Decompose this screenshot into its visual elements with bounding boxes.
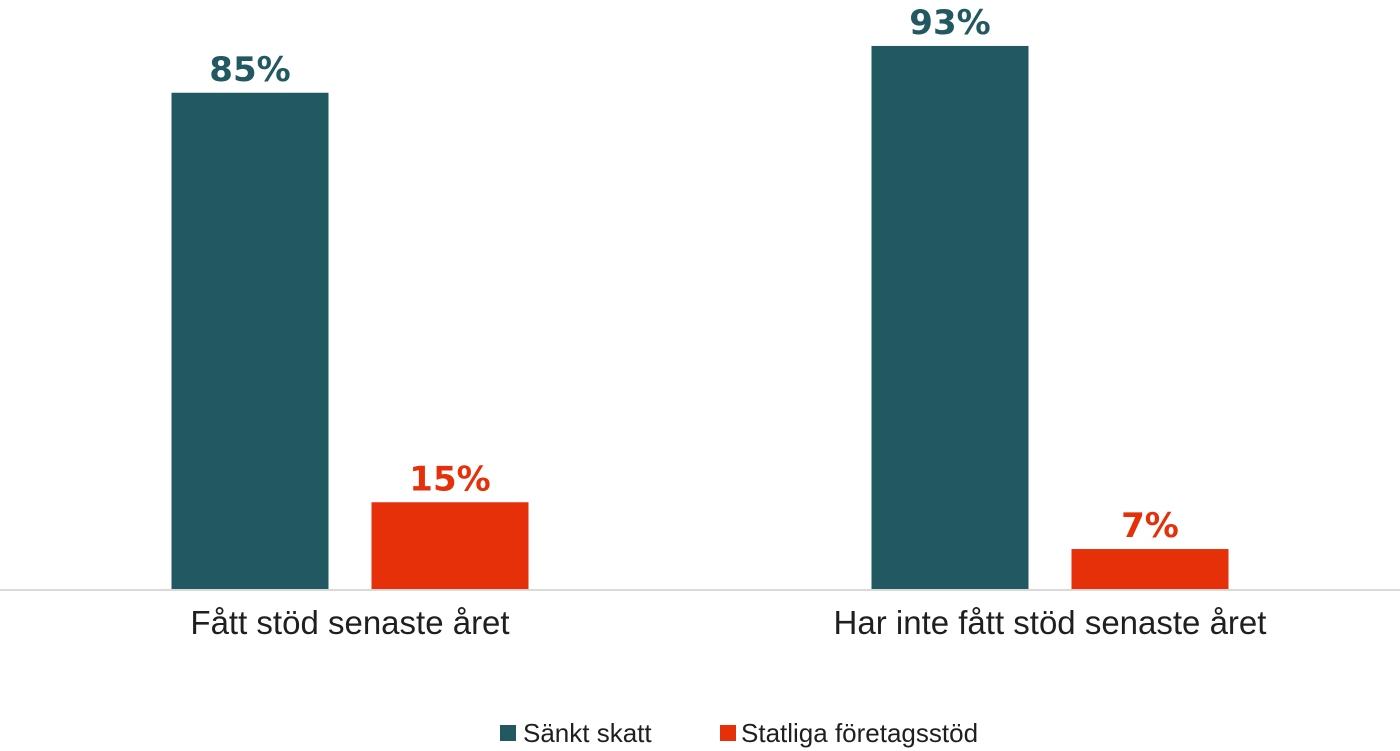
legend-label: Sänkt skatt xyxy=(523,718,652,748)
legend-item: Sänkt skatt xyxy=(500,718,652,748)
legend-label: Statliga företagsstöd xyxy=(741,718,978,748)
bar-statliga-foretagsstod-1 xyxy=(371,502,529,590)
legend-swatch xyxy=(500,725,516,741)
value-label: 93% xyxy=(909,3,990,43)
bar-statliga-foretagsstod-2 xyxy=(1071,549,1229,590)
category-label: Fått stöd senaste året xyxy=(190,604,509,641)
category-labels-group: Fått stöd senaste året Har inte fått stöd… xyxy=(190,604,1266,641)
bar-sankt-skatt-2 xyxy=(871,45,1029,590)
legend: Sänkt skatt Statliga företagsstöd xyxy=(500,718,978,748)
value-label: 15% xyxy=(409,459,490,499)
value-label: 85% xyxy=(209,50,290,90)
value-label: 7% xyxy=(1121,506,1179,546)
value-labels-group: 85% 15% 93% 7% xyxy=(209,3,1179,546)
legend-item: Statliga företagsstöd xyxy=(720,718,978,748)
bars-group xyxy=(171,45,1229,590)
legend-swatch xyxy=(720,725,736,741)
category-label: Har inte fått stöd senaste året xyxy=(834,604,1267,641)
bar-sankt-skatt-1 xyxy=(171,92,329,590)
